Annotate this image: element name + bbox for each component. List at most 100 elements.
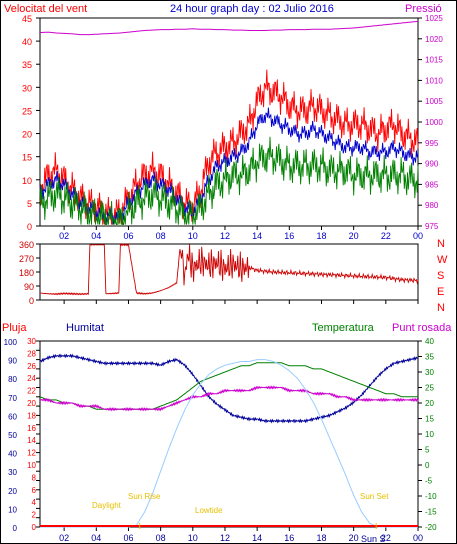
temp-x-tick-label: 14 (252, 533, 262, 543)
pressure-y-tick-label: 1000 (425, 118, 443, 127)
temperature-y-tick-label: 20 (425, 399, 434, 408)
temp-x-tick-label: 16 (284, 533, 294, 543)
rain-y-tick-label: 30 (27, 337, 36, 346)
rain-y-tick-label: 12 (27, 449, 36, 458)
pressure-y-tick-label: 985 (425, 180, 439, 189)
temperature-y-tick-label: -10 (425, 492, 437, 501)
pressure-y-tick-label: 995 (425, 139, 439, 148)
sunrise-label: Sun Rise (128, 492, 161, 501)
wind-y-tick-label: 45 (22, 14, 32, 24)
rain-y-tick-label: 6 (32, 486, 37, 495)
pressure-y-tick-label: 990 (425, 160, 439, 169)
direction-y-tick-label: 90 (24, 282, 34, 292)
rain-y-tick-label: 0 (32, 523, 37, 532)
humidity-y-tick-label: 10 (8, 505, 17, 514)
wind-pressure-plot: 0510152025303540459759809859909951000100… (22, 14, 443, 241)
pressure-y-tick-label: 975 (425, 222, 439, 231)
temperature-label: Temperatura (312, 322, 375, 334)
direction-y-tick-label: 360 (19, 240, 34, 250)
temperature-y-tick-label: 40 (425, 337, 434, 346)
wind-x-tick-label: 14 (252, 231, 262, 241)
pressure-y-tick-label: 1015 (425, 56, 443, 65)
temperature-y-tick-label: 5 (425, 446, 430, 455)
temperature-y-tick-label: 30 (425, 368, 434, 377)
direction-label-n-top: N (437, 238, 445, 250)
wind-series-line (39, 136, 419, 226)
wind-y-tick-label: 0 (27, 222, 32, 232)
rain-y-tick-label: 2 (32, 511, 37, 520)
temp-x-tick-label: 22 (381, 533, 391, 543)
pressure-y-tick-label: 980 (425, 201, 439, 210)
temperature-y-tick-label: 0 (425, 461, 430, 470)
temp-x-tick-label: 00 (413, 533, 423, 543)
wind-y-tick-label: 40 (22, 37, 32, 47)
wind-x-tick-label: 00 (413, 231, 423, 241)
temp-x-tick-label: 12 (220, 533, 230, 543)
pressure-y-tick-label: 1025 (425, 14, 443, 23)
wind-y-tick-label: 35 (22, 60, 32, 70)
lowtide-label: Lowtide (195, 506, 223, 515)
wind-x-tick-label: 04 (91, 231, 101, 241)
direction-y-tick-label: 0 (29, 296, 34, 306)
wind-x-tick-label: 08 (156, 231, 166, 241)
temp-x-tick-label: 08 (156, 533, 166, 543)
humidity-y-tick-label: 90 (8, 357, 17, 366)
temp-x-tick-label: 20 (349, 533, 359, 543)
dew-point-label: Punt rosada (392, 322, 452, 334)
direction-label-n-bottom: N (437, 302, 445, 314)
dew_point-series-line (39, 385, 419, 412)
temperature-y-tick-label: 25 (425, 384, 434, 393)
direction-label-w: W (437, 254, 448, 266)
wind-x-tick-label: 20 (349, 231, 359, 241)
pressure-series-line (39, 20, 419, 36)
temperature-y-tick-label: -20 (425, 523, 437, 532)
gust-series-line (39, 69, 419, 225)
temp-x-tick-label: 18 (316, 533, 326, 543)
wind-y-tick-label: 30 (22, 83, 32, 93)
rain-label: Pluja (2, 322, 27, 334)
wind-x-tick-label: 16 (284, 231, 294, 241)
wind-y-tick-label: 25 (22, 106, 32, 116)
temp-x-tick-label: 06 (123, 533, 133, 543)
humidity-temperature-plot: 0102030405060708090100024681012141618202… (4, 337, 437, 543)
humidity-y-tick-label: 70 (8, 394, 17, 403)
wind-y-tick-label: 5 (27, 199, 32, 209)
sun-s-label: Sun S (361, 534, 386, 544)
pressure-label: Pressió (405, 3, 442, 15)
humidity-y-tick-label: 50 (8, 431, 17, 440)
rain-y-tick-label: 18 (27, 411, 36, 420)
wind-x-tick-label: 18 (316, 231, 326, 241)
temperature-y-tick-label: -5 (425, 477, 433, 486)
direction-y-tick-label: 180 (19, 268, 34, 278)
wind-x-tick-label: 06 (123, 231, 133, 241)
temperature-y-tick-label: 35 (425, 353, 434, 362)
rain-y-tick-label: 14 (27, 436, 36, 445)
direction-series-line (39, 242, 419, 296)
pressure-y-tick-label: 1020 (425, 35, 443, 44)
direction-label-e: E (437, 286, 444, 298)
humidity-y-tick-label: 100 (4, 338, 18, 347)
temperature-y-tick-label: 15 (425, 415, 434, 424)
wind-x-tick-label: 10 (188, 231, 198, 241)
wind-x-tick-label: 22 (381, 231, 391, 241)
wind-direction-plot: 0 90 180 270 360 (19, 240, 419, 306)
direction-y-tick-label: 270 (19, 254, 34, 264)
wind-x-tick-label: 02 (59, 231, 69, 241)
wind-y-tick-label: 10 (22, 176, 32, 186)
average-series-line (39, 107, 419, 225)
direction-label-s: S (437, 270, 444, 282)
temperature-y-tick-label: 10 (425, 430, 434, 439)
temp-x-tick-label: 10 (188, 533, 198, 543)
rain-y-tick-label: 28 (27, 349, 36, 358)
rain-y-tick-label: 22 (27, 387, 36, 396)
rain-y-tick-label: 26 (27, 362, 36, 371)
page-title: 24 hour graph day : 02 Julio 2016 (170, 3, 334, 15)
temperature-y-tick-label: -15 (425, 508, 437, 517)
wind-y-tick-label: 15 (22, 153, 32, 163)
rain-y-tick-label: 16 (27, 424, 36, 433)
wind-speed-label: Velocitat del vent (4, 3, 87, 15)
sunset-label: Sun Set (360, 492, 389, 501)
rain-y-tick-label: 20 (27, 399, 36, 408)
humidity-y-tick-label: 0 (13, 524, 18, 533)
